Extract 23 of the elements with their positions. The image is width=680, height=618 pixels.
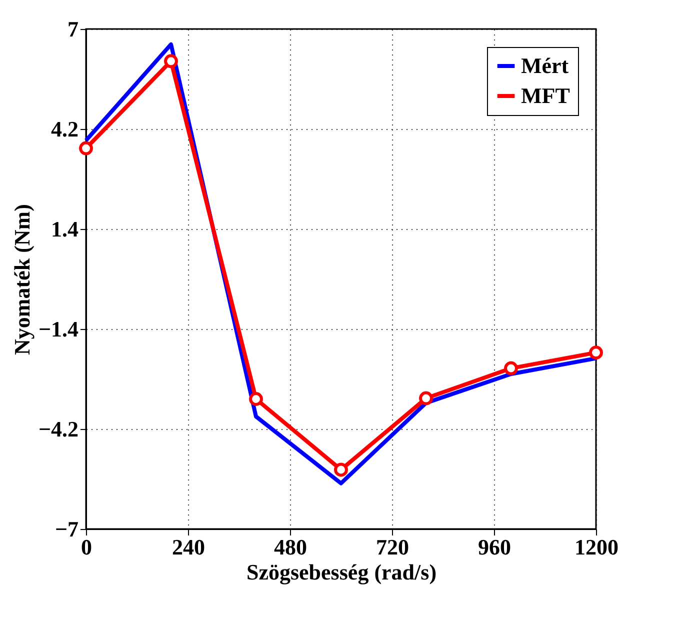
- y-axis-title: Nyomaték (Nm): [9, 204, 34, 355]
- x-tick-label: 0: [81, 534, 92, 560]
- point: [79, 141, 93, 156]
- x-tick-label: 720: [376, 534, 409, 560]
- point: [419, 391, 433, 406]
- point: [504, 361, 518, 376]
- y-tick-label: 7: [68, 16, 78, 42]
- y-tick-label: −7: [54, 516, 78, 542]
- x-tick-label: 240: [172, 534, 205, 560]
- y-tick-label: −1.4: [38, 316, 78, 342]
- point: [164, 54, 178, 68]
- y-tick-label: −4.2: [38, 416, 78, 442]
- legend-label: MFT: [521, 83, 570, 108]
- point: [249, 392, 263, 406]
- legend-label: Mért: [521, 53, 570, 78]
- point: [589, 346, 603, 360]
- x-tick-label: 1200: [574, 534, 618, 560]
- x-axis-title: Szögsebesség (rad/s): [246, 560, 437, 584]
- point: [334, 462, 348, 477]
- y-tick-label: 4.2: [51, 116, 78, 142]
- x-tick-label: 480: [274, 534, 307, 560]
- x-tick-label: 960: [478, 534, 511, 560]
- y-tick-label: 1.4: [51, 216, 78, 242]
